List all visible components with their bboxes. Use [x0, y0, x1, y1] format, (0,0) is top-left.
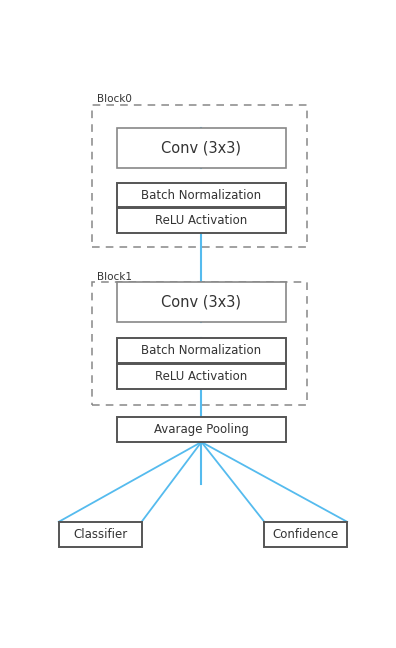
Bar — [117, 183, 286, 207]
Text: Conv (3x3): Conv (3x3) — [162, 295, 242, 310]
Text: ReLU Activation: ReLU Activation — [155, 214, 248, 227]
Text: Batch Normalization: Batch Normalization — [141, 189, 261, 202]
Text: Block0: Block0 — [97, 95, 132, 104]
Bar — [117, 128, 286, 168]
Bar — [117, 338, 286, 363]
Text: Batch Normalization: Batch Normalization — [141, 344, 261, 357]
Bar — [93, 283, 307, 404]
Text: ReLU Activation: ReLU Activation — [155, 370, 248, 383]
Bar — [117, 283, 286, 322]
Text: Avarage Pooling: Avarage Pooling — [154, 423, 249, 436]
Text: Classifier: Classifier — [73, 528, 127, 541]
Text: Conv (3x3): Conv (3x3) — [162, 140, 242, 155]
Bar — [117, 364, 286, 389]
Bar — [117, 417, 286, 442]
Bar — [117, 209, 286, 233]
Bar — [265, 522, 347, 547]
Bar — [93, 105, 307, 248]
Bar — [59, 522, 142, 547]
Text: Confidence: Confidence — [272, 528, 339, 541]
Text: Block1: Block1 — [97, 272, 132, 282]
